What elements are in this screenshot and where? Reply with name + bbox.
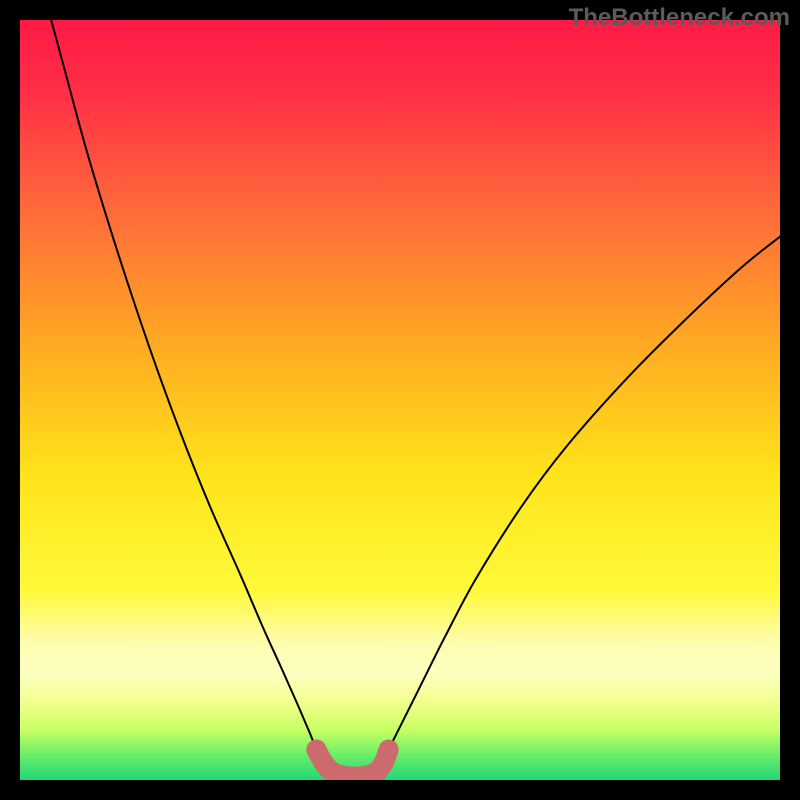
watermark-text: TheBottleneck.com	[569, 4, 790, 32]
right-curve	[389, 237, 780, 750]
chart-container: TheBottleneck.com	[0, 0, 800, 800]
trough-dot-left-2	[314, 753, 334, 773]
left-curve	[51, 20, 316, 750]
trough-dot-right	[379, 740, 399, 760]
bottleneck-plot-svg	[0, 0, 800, 800]
plot-layer	[51, 20, 780, 777]
